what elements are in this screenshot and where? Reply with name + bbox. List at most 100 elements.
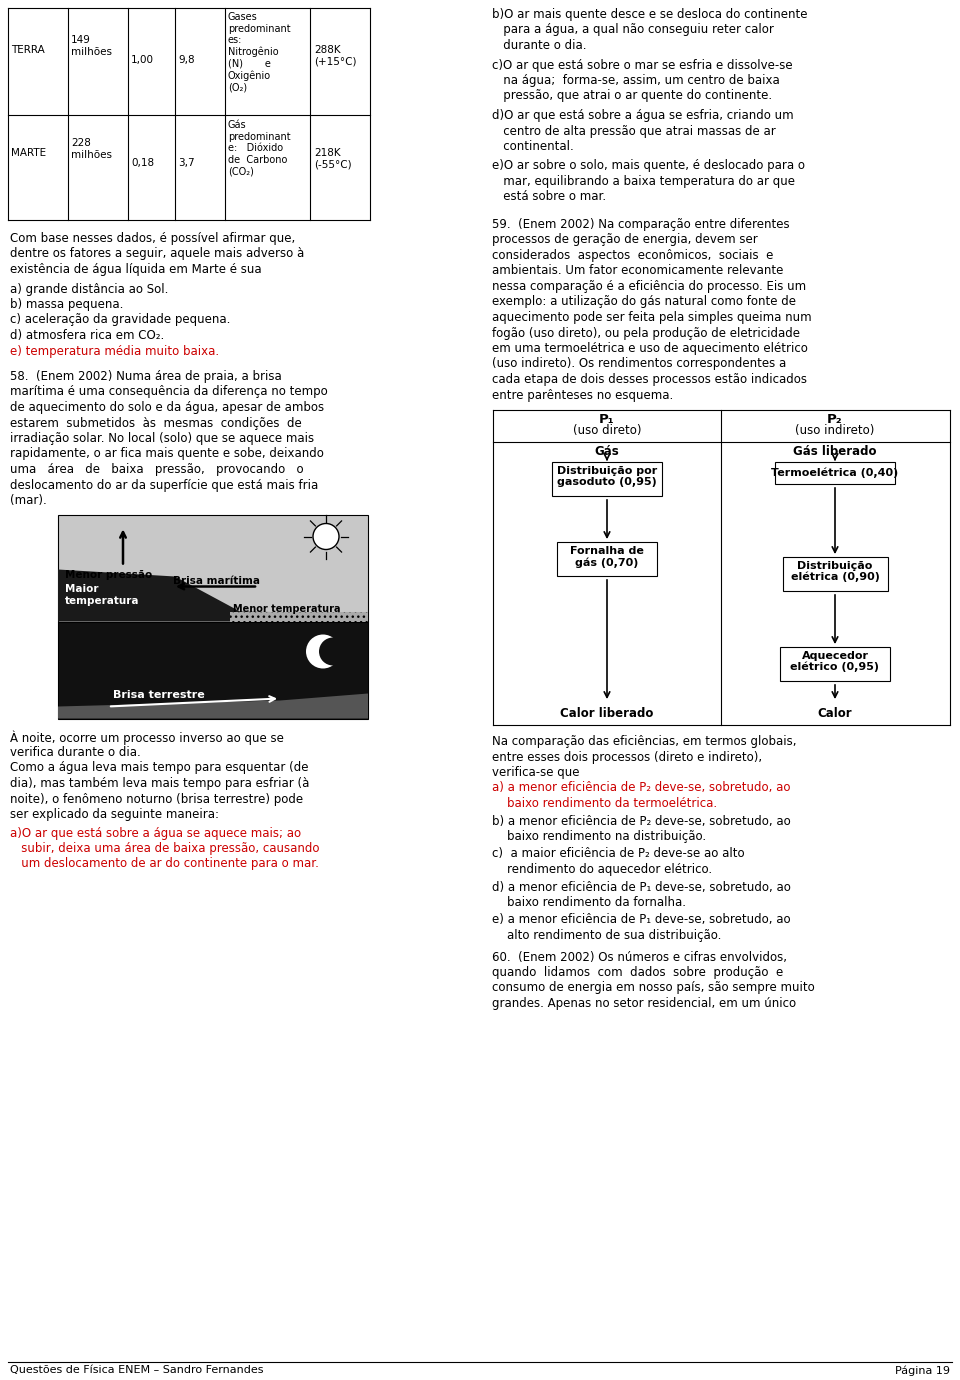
- Text: existência de água líquida em Marte é sua: existência de água líquida em Marte é su…: [10, 264, 262, 276]
- Text: e) a menor eficiência de P₁ deve-se, sobretudo, ao: e) a menor eficiência de P₁ deve-se, sob…: [492, 914, 791, 926]
- Text: centro de alta pressão que atrai massas de ar: centro de alta pressão que atrai massas …: [492, 124, 776, 138]
- Text: (uso indireto). Os rendimentos correspondentes a: (uso indireto). Os rendimentos correspon…: [492, 357, 786, 370]
- Text: processos de geração de energia, devem ser: processos de geração de energia, devem s…: [492, 233, 757, 247]
- Text: estarem  submetidos  às  mesmas  condições  de: estarem submetidos às mesmas condições d…: [10, 417, 301, 429]
- Text: baixo rendimento da termoelétrica.: baixo rendimento da termoelétrica.: [492, 798, 717, 810]
- FancyBboxPatch shape: [775, 462, 895, 484]
- Text: elétrico (0,95): elétrico (0,95): [790, 662, 879, 672]
- Text: Distribuição por: Distribuição por: [557, 466, 658, 476]
- Text: 59.  (Enem 2002) Na comparação entre diferentes: 59. (Enem 2002) Na comparação entre dife…: [492, 218, 790, 230]
- Text: exemplo: a utilização do gás natural como fonte de: exemplo: a utilização do gás natural com…: [492, 295, 796, 309]
- Text: temperatura: temperatura: [65, 596, 139, 606]
- Text: 228
milhões: 228 milhões: [71, 138, 112, 160]
- Text: dia), mas também leva mais tempo para esfriar (à: dia), mas também leva mais tempo para es…: [10, 777, 309, 789]
- Text: irradiação solar. No local (solo) que se aquece mais: irradiação solar. No local (solo) que se…: [10, 432, 314, 444]
- Circle shape: [319, 638, 347, 665]
- Text: TERRA: TERRA: [11, 46, 45, 55]
- FancyBboxPatch shape: [780, 647, 890, 680]
- Text: cada etapa de dois desses processos estão indicados: cada etapa de dois desses processos estã…: [492, 373, 807, 386]
- Text: d) atmosfera rica em CO₂.: d) atmosfera rica em CO₂.: [10, 328, 164, 342]
- Text: 288K
(+15°C): 288K (+15°C): [314, 46, 356, 66]
- Text: Distribuição: Distribuição: [798, 562, 873, 571]
- Text: ambientais. Um fator economicamente relevante: ambientais. Um fator economicamente rele…: [492, 265, 783, 277]
- Text: Fornalha de: Fornalha de: [570, 546, 644, 556]
- Text: entre parênteses no esquema.: entre parênteses no esquema.: [492, 389, 673, 402]
- Text: Termoelétrica (0,40): Termoelétrica (0,40): [772, 466, 899, 477]
- Text: rendimento do aquecedor elétrico.: rendimento do aquecedor elétrico.: [492, 862, 712, 876]
- Text: Como a água leva mais tempo para esquentar (de: Como a água leva mais tempo para esquent…: [10, 762, 308, 774]
- Text: considerados  aspectos  econômicos,  sociais  e: considerados aspectos econômicos, sociai…: [492, 248, 774, 262]
- Text: grandes. Apenas no setor residencial, em um único: grandes. Apenas no setor residencial, em…: [492, 996, 796, 1010]
- Text: está sobre o mar.: está sobre o mar.: [492, 190, 606, 203]
- Text: durante o dia.: durante o dia.: [492, 39, 587, 52]
- Text: MARTE: MARTE: [11, 148, 46, 157]
- Text: continental.: continental.: [492, 139, 574, 153]
- Text: noite), o fenômeno noturno (brisa terrestre) pode: noite), o fenômeno noturno (brisa terres…: [10, 792, 303, 806]
- Text: 60.  (Enem 2002) Os números e cifras envolvidos,: 60. (Enem 2002) Os números e cifras envo…: [492, 951, 787, 963]
- Text: quando  lidamos  com  dados  sobre  produção  e: quando lidamos com dados sobre produção …: [492, 966, 783, 978]
- Text: 0,18: 0,18: [131, 157, 155, 168]
- Text: deslocamento do ar da superfície que está mais fria: deslocamento do ar da superfície que est…: [10, 479, 319, 491]
- Text: pressão, que atrai o ar quente do continente.: pressão, que atrai o ar quente do contin…: [492, 90, 772, 102]
- Text: Página 19: Página 19: [895, 1365, 950, 1376]
- Text: na água;  forma-se, assim, um centro de baixa: na água; forma-se, assim, um centro de b…: [492, 75, 780, 87]
- Text: subir, deixa uma área de baixa pressão, causando: subir, deixa uma área de baixa pressão, …: [10, 842, 320, 856]
- Text: fogão (uso direto), ou pela produção de eletricidade: fogão (uso direto), ou pela produção de …: [492, 327, 800, 339]
- Text: elétrica (0,90): elétrica (0,90): [791, 571, 879, 582]
- Text: Brisa terrestre: Brisa terrestre: [113, 690, 204, 701]
- Text: (uso indireto): (uso indireto): [795, 424, 875, 437]
- Text: 3,7: 3,7: [178, 157, 195, 168]
- Text: Gás: Gás: [594, 444, 619, 458]
- Circle shape: [306, 635, 340, 668]
- Text: aquecimento pode ser feita pela simples queima num: aquecimento pode ser feita pela simples …: [492, 310, 811, 324]
- Text: para a água, a qual não conseguiu reter calor: para a água, a qual não conseguiu reter …: [492, 23, 774, 36]
- Text: dentre os fatores a seguir, aquele mais adverso à: dentre os fatores a seguir, aquele mais …: [10, 247, 304, 261]
- Text: P₁: P₁: [599, 413, 614, 426]
- Text: Aquecedor: Aquecedor: [802, 651, 869, 661]
- Text: a)O ar que está sobre a água se aquece mais; ao: a)O ar que está sobre a água se aquece m…: [10, 827, 301, 839]
- Text: Gás
predominant
e:   Dióxido
de  Carbono
(CO₂): Gás predominant e: Dióxido de Carbono (C…: [228, 120, 291, 177]
- Text: nessa comparação é a eficiência do processo. Eis um: nessa comparação é a eficiência do proce…: [492, 280, 806, 293]
- Text: baixo rendimento da fornalha.: baixo rendimento da fornalha.: [492, 896, 686, 909]
- Text: Na comparação das eficiências, em termos globais,: Na comparação das eficiências, em termos…: [492, 736, 797, 748]
- Text: 149
milhões: 149 milhões: [71, 34, 112, 57]
- Text: um deslocamento de ar do continente para o mar.: um deslocamento de ar do continente para…: [10, 857, 319, 871]
- Text: Menor pressão: Menor pressão: [65, 570, 153, 580]
- Text: b) a menor eficiência de P₂ deve-se, sobretudo, ao: b) a menor eficiência de P₂ deve-se, sob…: [492, 814, 791, 828]
- Text: 58.  (Enem 2002) Numa área de praia, a brisa: 58. (Enem 2002) Numa área de praia, a br…: [10, 370, 281, 384]
- Text: e) temperatura média muito baixa.: e) temperatura média muito baixa.: [10, 345, 219, 357]
- Polygon shape: [58, 570, 368, 621]
- Text: verifica-se que: verifica-se que: [492, 766, 580, 778]
- Text: gás (0,70): gás (0,70): [575, 558, 638, 567]
- Text: gasoduto (0,95): gasoduto (0,95): [557, 477, 657, 487]
- Text: e)O ar sobre o solo, mais quente, é deslocado para o: e)O ar sobre o solo, mais quente, é desl…: [492, 160, 805, 172]
- Text: b) massa pequena.: b) massa pequena.: [10, 298, 124, 310]
- Text: Menor temperatura: Menor temperatura: [233, 603, 341, 614]
- FancyBboxPatch shape: [783, 558, 888, 591]
- FancyBboxPatch shape: [552, 462, 662, 495]
- Circle shape: [313, 523, 339, 549]
- Polygon shape: [58, 694, 368, 719]
- Text: 218K
(-55°C): 218K (-55°C): [314, 148, 351, 170]
- Text: Questões de Física ENEM – Sandro Fernandes: Questões de Física ENEM – Sandro Fernand…: [10, 1365, 263, 1374]
- Text: 9,8: 9,8: [178, 55, 195, 65]
- Text: (mar).: (mar).: [10, 494, 47, 506]
- Text: À noite, ocorre um processo inverso ao que se: À noite, ocorre um processo inverso ao q…: [10, 730, 284, 745]
- Text: entre esses dois processos (direto e indireto),: entre esses dois processos (direto e ind…: [492, 751, 762, 763]
- Text: Calor: Calor: [818, 707, 852, 720]
- Text: 1,00: 1,00: [131, 55, 154, 65]
- Text: marítima é uma consequência da diferença no tempo: marítima é uma consequência da diferença…: [10, 385, 327, 399]
- Bar: [58, 515, 368, 621]
- Text: Brisa marítima: Brisa marítima: [173, 577, 260, 586]
- Text: b)O ar mais quente desce e se desloca do continente: b)O ar mais quente desce e se desloca do…: [492, 8, 807, 21]
- Polygon shape: [230, 611, 368, 621]
- Text: de aquecimento do solo e da água, apesar de ambos: de aquecimento do solo e da água, apesar…: [10, 402, 324, 414]
- Text: P₂: P₂: [828, 413, 843, 426]
- Text: consumo de energia em nosso país, são sempre muito: consumo de energia em nosso país, são se…: [492, 981, 815, 995]
- Text: rapidamente, o ar fica mais quente e sobe, deixando: rapidamente, o ar fica mais quente e sob…: [10, 447, 324, 461]
- FancyBboxPatch shape: [557, 542, 657, 575]
- Text: Gás liberado: Gás liberado: [793, 444, 876, 458]
- Text: Calor liberado: Calor liberado: [561, 707, 654, 720]
- Text: Maior: Maior: [65, 585, 99, 595]
- Bar: [58, 621, 368, 719]
